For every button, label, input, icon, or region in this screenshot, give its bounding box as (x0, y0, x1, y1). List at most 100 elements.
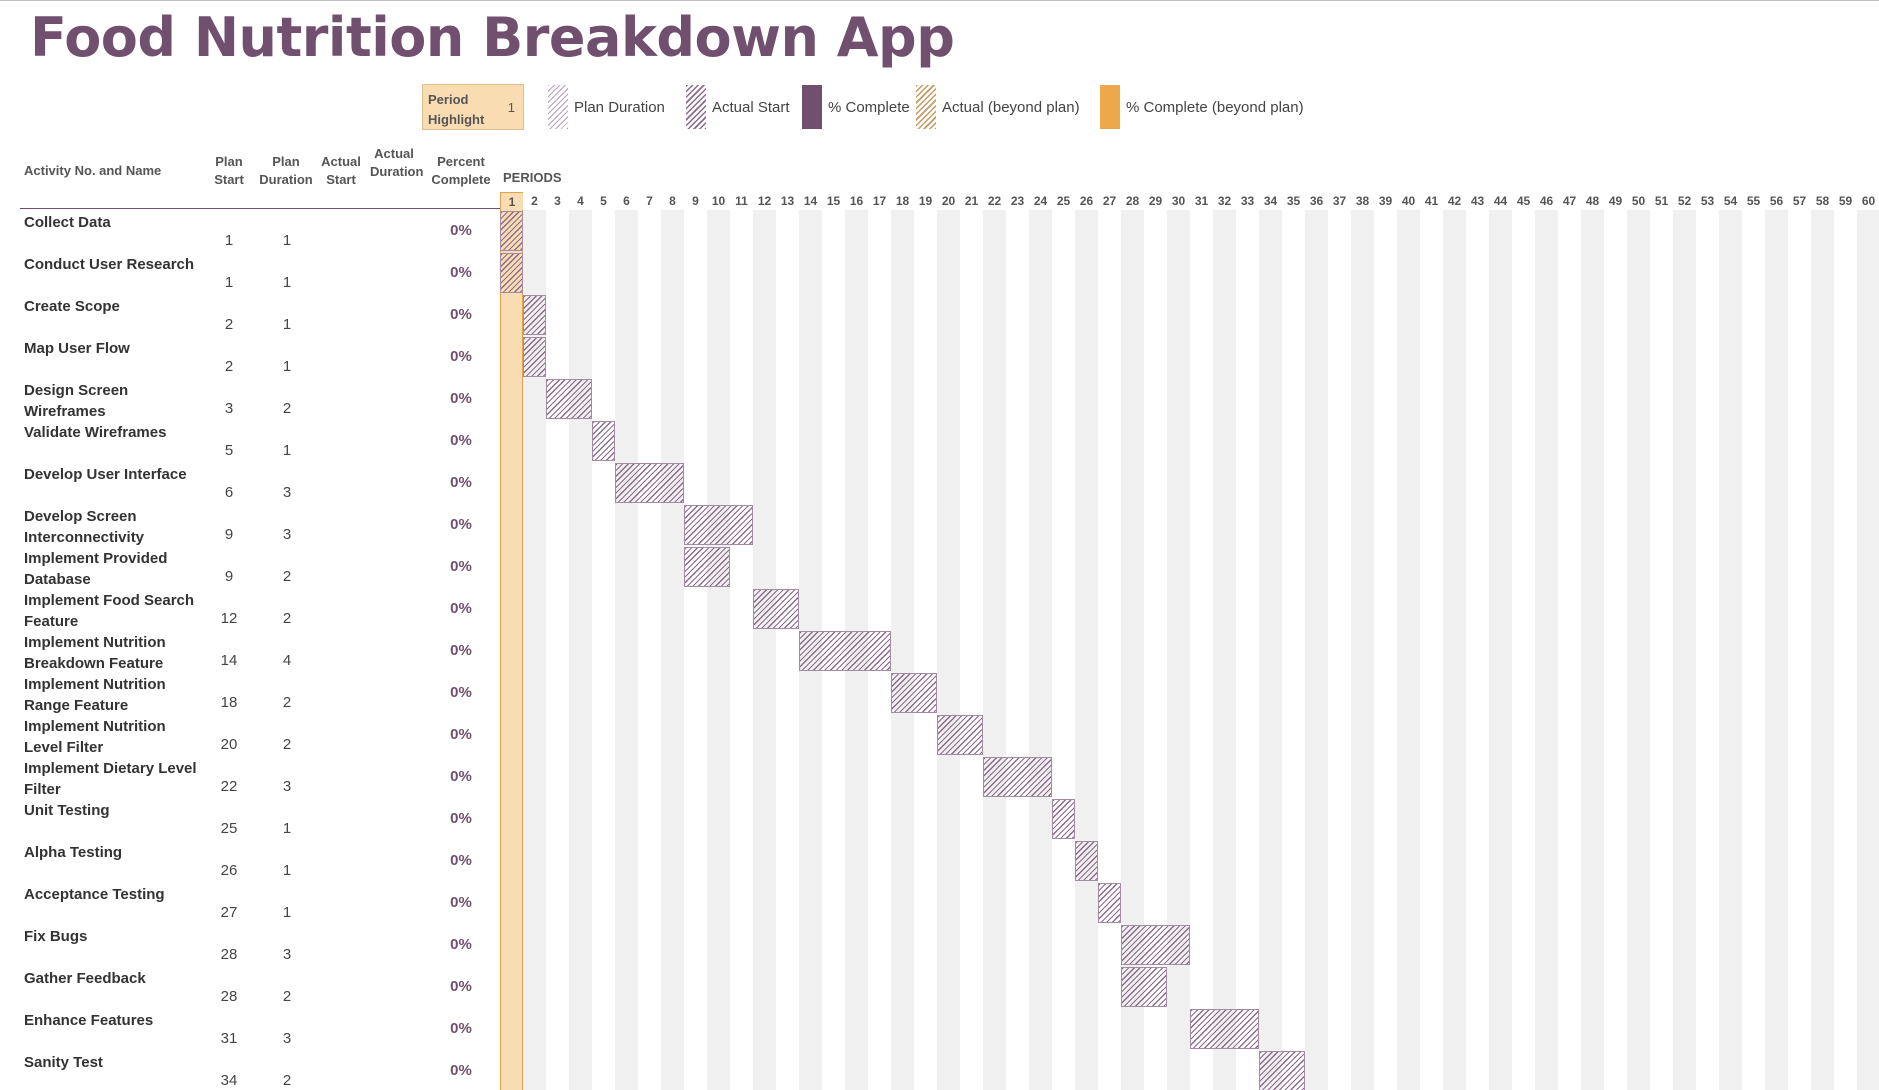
task-name[interactable]: Develop User Interface (24, 466, 187, 483)
task-percent-complete[interactable]: 0% (450, 726, 472, 743)
task-plan-start[interactable]: 1 (224, 274, 234, 291)
task-plan-duration[interactable]: 2 (282, 988, 292, 1005)
period-column (1857, 210, 1879, 1090)
task-plan-duration[interactable]: 1 (282, 316, 292, 333)
task-plan-start[interactable]: 2 (224, 316, 234, 333)
task-name[interactable]: Conduct User Research (24, 256, 195, 273)
task-plan-duration[interactable]: 1 (282, 820, 292, 837)
task-plan-start[interactable]: 2 (224, 358, 234, 375)
task-plan-duration[interactable]: 2 (282, 1072, 292, 1089)
task-percent-complete[interactable]: 0% (450, 222, 472, 239)
task-plan-duration[interactable]: 3 (282, 778, 292, 795)
task-name[interactable]: Implement Dietary Level Filter (24, 760, 197, 798)
task-plan-duration[interactable]: 3 (282, 484, 292, 501)
task-name[interactable]: Enhance Features (24, 1012, 154, 1029)
task-percent-complete[interactable]: 0% (450, 1062, 472, 1079)
task-name[interactable]: Acceptance Testing (24, 886, 165, 903)
task-plan-start[interactable]: 27 (220, 904, 238, 921)
period-highlight-value[interactable]: 1 (507, 100, 515, 115)
period-column (1581, 210, 1604, 1090)
task-percent-complete[interactable]: 0% (450, 1020, 472, 1037)
plan-duration-bar (523, 295, 546, 335)
task-plan-start[interactable]: 1 (224, 232, 234, 249)
task-plan-duration[interactable]: 2 (282, 694, 292, 711)
task-name[interactable]: Unit Testing (24, 802, 110, 819)
task-plan-start[interactable]: 5 (224, 442, 234, 459)
task-percent-complete[interactable]: 0% (450, 810, 472, 827)
task-name[interactable]: Design Screen Wireframes (24, 382, 129, 420)
task-plan-duration[interactable]: 2 (282, 736, 292, 753)
task-plan-start[interactable]: 20 (220, 736, 238, 753)
task-name[interactable]: Fix Bugs (24, 928, 88, 945)
task-name[interactable]: Validate Wireframes (24, 424, 167, 441)
task-plan-start[interactable]: 14 (220, 652, 238, 669)
period-column (1098, 210, 1121, 1090)
task-percent-complete[interactable]: 0% (450, 684, 472, 701)
task-plan-duration[interactable]: 1 (282, 862, 292, 879)
task-percent-complete[interactable]: 0% (450, 474, 472, 491)
task-name[interactable]: Implement Food Search Feature (24, 592, 195, 630)
task-plan-start[interactable]: 31 (220, 1030, 238, 1047)
plan-duration-bar (891, 673, 937, 713)
task-name[interactable]: Collect Data (24, 214, 111, 231)
task-percent-complete[interactable]: 0% (450, 516, 472, 533)
task-percent-complete[interactable]: 0% (450, 390, 472, 407)
task-plan-start[interactable]: 9 (224, 526, 234, 543)
task-name[interactable]: Implement Nutrition Range Feature (24, 676, 166, 714)
task-name[interactable]: Implement Provided Database (24, 550, 168, 588)
task-percent-complete[interactable]: 0% (450, 600, 472, 617)
task-plan-duration[interactable]: 1 (282, 442, 292, 459)
task-percent-complete[interactable]: 0% (450, 558, 472, 575)
task-plan-start[interactable]: 18 (220, 694, 238, 711)
task-plan-duration[interactable]: 1 (282, 904, 292, 921)
task-plan-duration[interactable]: 2 (282, 610, 292, 627)
task-plan-start[interactable]: 3 (224, 400, 234, 417)
task-plan-duration[interactable]: 3 (282, 526, 292, 543)
task-name[interactable]: Implement Nutrition Level Filter (24, 718, 166, 756)
task-plan-start[interactable]: 28 (220, 988, 238, 1005)
task-name[interactable]: Gather Feedback (24, 970, 146, 987)
task-percent-complete[interactable]: 0% (450, 306, 472, 323)
task-plan-start[interactable]: 9 (224, 568, 234, 585)
task-name[interactable]: Sanity Test (24, 1054, 103, 1071)
task-name[interactable]: Alpha Testing (24, 844, 123, 861)
period-number: 1 (500, 192, 523, 210)
task-plan-start[interactable]: 26 (220, 862, 238, 879)
task-percent-complete[interactable]: 0% (450, 432, 472, 449)
task-plan-start[interactable]: 12 (220, 610, 238, 627)
task-percent-complete[interactable]: 0% (450, 348, 472, 365)
task-plan-duration[interactable]: 3 (282, 946, 292, 963)
task-plan-duration[interactable]: 1 (282, 232, 292, 249)
task-percent-complete[interactable]: 0% (450, 936, 472, 953)
plan-duration-bar (500, 211, 523, 251)
task-plan-duration[interactable]: 1 (282, 274, 292, 291)
period-number: 16 (849, 194, 864, 208)
task-name[interactable]: Map User Flow (24, 340, 130, 357)
task-name[interactable]: Develop Screen Interconnectivity (24, 508, 145, 546)
period-highlight-cell[interactable]: Period Highlight 1 (422, 84, 524, 130)
task-plan-duration[interactable]: 4 (282, 652, 292, 669)
period-column (960, 210, 983, 1090)
task-percent-complete[interactable]: 0% (450, 894, 472, 911)
task-plan-start[interactable]: 6 (224, 484, 234, 501)
task-percent-complete[interactable]: 0% (450, 768, 472, 785)
task-plan-duration[interactable]: 2 (282, 400, 292, 417)
task-plan-duration[interactable]: 3 (282, 1030, 292, 1047)
period-number: 48 (1585, 194, 1600, 208)
task-plan-start[interactable]: 28 (220, 946, 238, 963)
task-percent-complete[interactable]: 0% (450, 978, 472, 995)
task-percent-complete[interactable]: 0% (450, 642, 472, 659)
plan-duration-bar (753, 589, 799, 629)
legend-plan-duration: Plan Duration (548, 84, 665, 130)
task-name[interactable]: Create Scope (24, 298, 120, 315)
task-plan-start[interactable]: 34 (220, 1072, 238, 1089)
task-name[interactable]: Implement Nutrition Breakdown Feature (24, 634, 166, 672)
task-plan-start[interactable]: 22 (220, 778, 238, 795)
task-plan-duration[interactable]: 2 (282, 568, 292, 585)
complete-beyond-plan-swatch-icon (1100, 85, 1120, 129)
task-percent-complete[interactable]: 0% (450, 852, 472, 869)
task-plan-duration[interactable]: 1 (282, 358, 292, 375)
legend-percent-complete-label: % Complete (828, 98, 910, 116)
task-percent-complete[interactable]: 0% (450, 264, 472, 281)
task-plan-start[interactable]: 25 (220, 820, 238, 837)
